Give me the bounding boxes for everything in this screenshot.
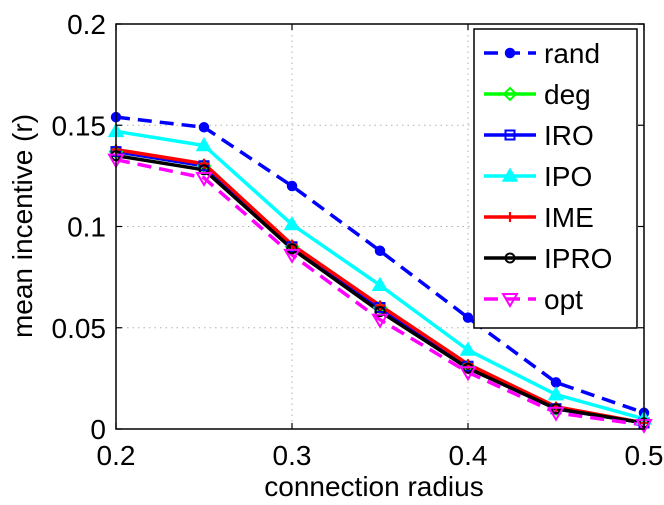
data-point-IME (199, 158, 209, 169)
data-point-IPRO (198, 164, 210, 176)
legend-marker-IRO (504, 129, 516, 141)
data-point-rand (550, 377, 562, 388)
data-point-IPO (459, 341, 477, 356)
data-point-opt (371, 313, 389, 329)
data-point-rand (462, 312, 474, 323)
legend-marker-IPO (501, 167, 519, 182)
legend-label-deg: deg (544, 79, 591, 110)
axis-ticks: 0.2 0.3 0.4 0.5 0 0.05 0.1 0.15 0.2 (52, 9, 664, 471)
data-point-IPO (195, 137, 213, 152)
x-axis-label: connection radius (264, 471, 483, 502)
data-point-IPRO (374, 306, 386, 318)
legend-label-rand: rand (544, 38, 600, 69)
x-tick-label: 0.5 (625, 440, 664, 471)
data-point-rand (286, 180, 298, 192)
data-point-IPRO (286, 243, 298, 255)
legend-marker-deg (502, 86, 518, 102)
y-tick-label: 0.1 (67, 212, 106, 243)
x-tick-label: 0.2 (97, 440, 136, 471)
legend-label-IPO: IPO (544, 161, 592, 192)
legend-label-IME: IME (544, 202, 594, 233)
data-point-IPO (547, 386, 565, 401)
legend-box (473, 28, 638, 329)
x-tick-label: 0.4 (449, 440, 488, 471)
y-tick-label: 0.05 (52, 313, 107, 344)
data-point-opt (283, 248, 301, 264)
legend: rand deg IRO IPO IME IPRO opt (473, 28, 638, 329)
y-axis-label: mean incentive (r) (7, 114, 38, 338)
legend-label-IPRO: IPRO (544, 243, 612, 274)
data-point-opt (547, 406, 565, 422)
y-tick-label: 0.15 (52, 110, 107, 141)
data-point-rand (198, 122, 210, 133)
data-point-rand (374, 245, 386, 257)
data-point-IPO (371, 276, 389, 291)
x-tick-label: 0.3 (273, 440, 312, 471)
data-point-opt (459, 366, 477, 382)
data-point-IPO (283, 215, 301, 231)
legend-label-opt: opt (544, 284, 583, 315)
legend-marker-opt (501, 293, 519, 308)
y-tick-label: 0.2 (67, 9, 106, 40)
y-tick-label: 0 (90, 414, 106, 445)
legend-marker-IPRO (504, 252, 516, 264)
data-point-IME (375, 300, 385, 311)
data-point-opt (195, 171, 213, 187)
legend-marker-IME (505, 212, 515, 222)
legend-marker-rand (504, 47, 516, 59)
legend-label-IRO: IRO (544, 120, 594, 151)
